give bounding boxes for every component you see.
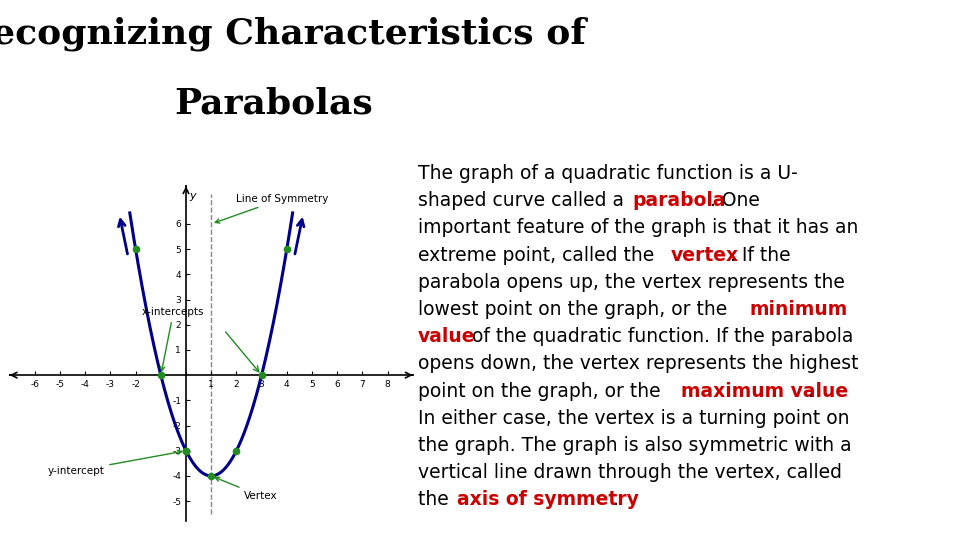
Text: . If the: . If the (730, 246, 790, 265)
Text: Line of Symmetry: Line of Symmetry (215, 194, 328, 223)
Text: .: . (807, 382, 813, 401)
Text: vertex: vertex (671, 246, 739, 265)
Text: .: . (612, 490, 618, 509)
Text: parabola opens up, the vertex represents the: parabola opens up, the vertex represents… (418, 273, 845, 292)
Text: the: the (418, 490, 454, 509)
Text: vertical line drawn through the vertex, called: vertical line drawn through the vertex, … (418, 463, 842, 482)
Text: The graph of a quadratic function is a U-: The graph of a quadratic function is a U… (418, 164, 798, 183)
Text: of the quadratic function. If the parabola: of the quadratic function. If the parabo… (467, 327, 853, 346)
Text: the graph. The graph is also symmetric with a: the graph. The graph is also symmetric w… (418, 436, 852, 455)
Text: point on the graph, or the: point on the graph, or the (418, 382, 666, 401)
Text: In either case, the vertex is a turning point on: In either case, the vertex is a turning … (418, 409, 849, 428)
Text: parabola: parabola (632, 191, 726, 210)
Text: x-intercepts: x-intercepts (142, 307, 204, 371)
Text: axis of symmetry: axis of symmetry (457, 490, 638, 509)
Text: important feature of the graph is that it has an: important feature of the graph is that i… (418, 218, 858, 238)
Text: lowest point on the graph, or the: lowest point on the graph, or the (418, 300, 732, 319)
Text: Parabolas: Parabolas (174, 86, 373, 120)
Text: maximum value: maximum value (681, 382, 848, 401)
Text: y: y (190, 191, 197, 201)
Text: opens down, the vertex represents the highest: opens down, the vertex represents the hi… (418, 354, 858, 373)
Text: Recognizing Characteristics of: Recognizing Characteristics of (0, 16, 586, 51)
Text: shaped curve called a: shaped curve called a (418, 191, 630, 210)
Text: minimum: minimum (749, 300, 848, 319)
Text: value: value (418, 327, 475, 346)
Text: . One: . One (710, 191, 760, 210)
Text: extreme point, called the: extreme point, called the (418, 246, 660, 265)
Text: y-intercept: y-intercept (47, 450, 181, 476)
Text: Vertex: Vertex (215, 477, 277, 501)
